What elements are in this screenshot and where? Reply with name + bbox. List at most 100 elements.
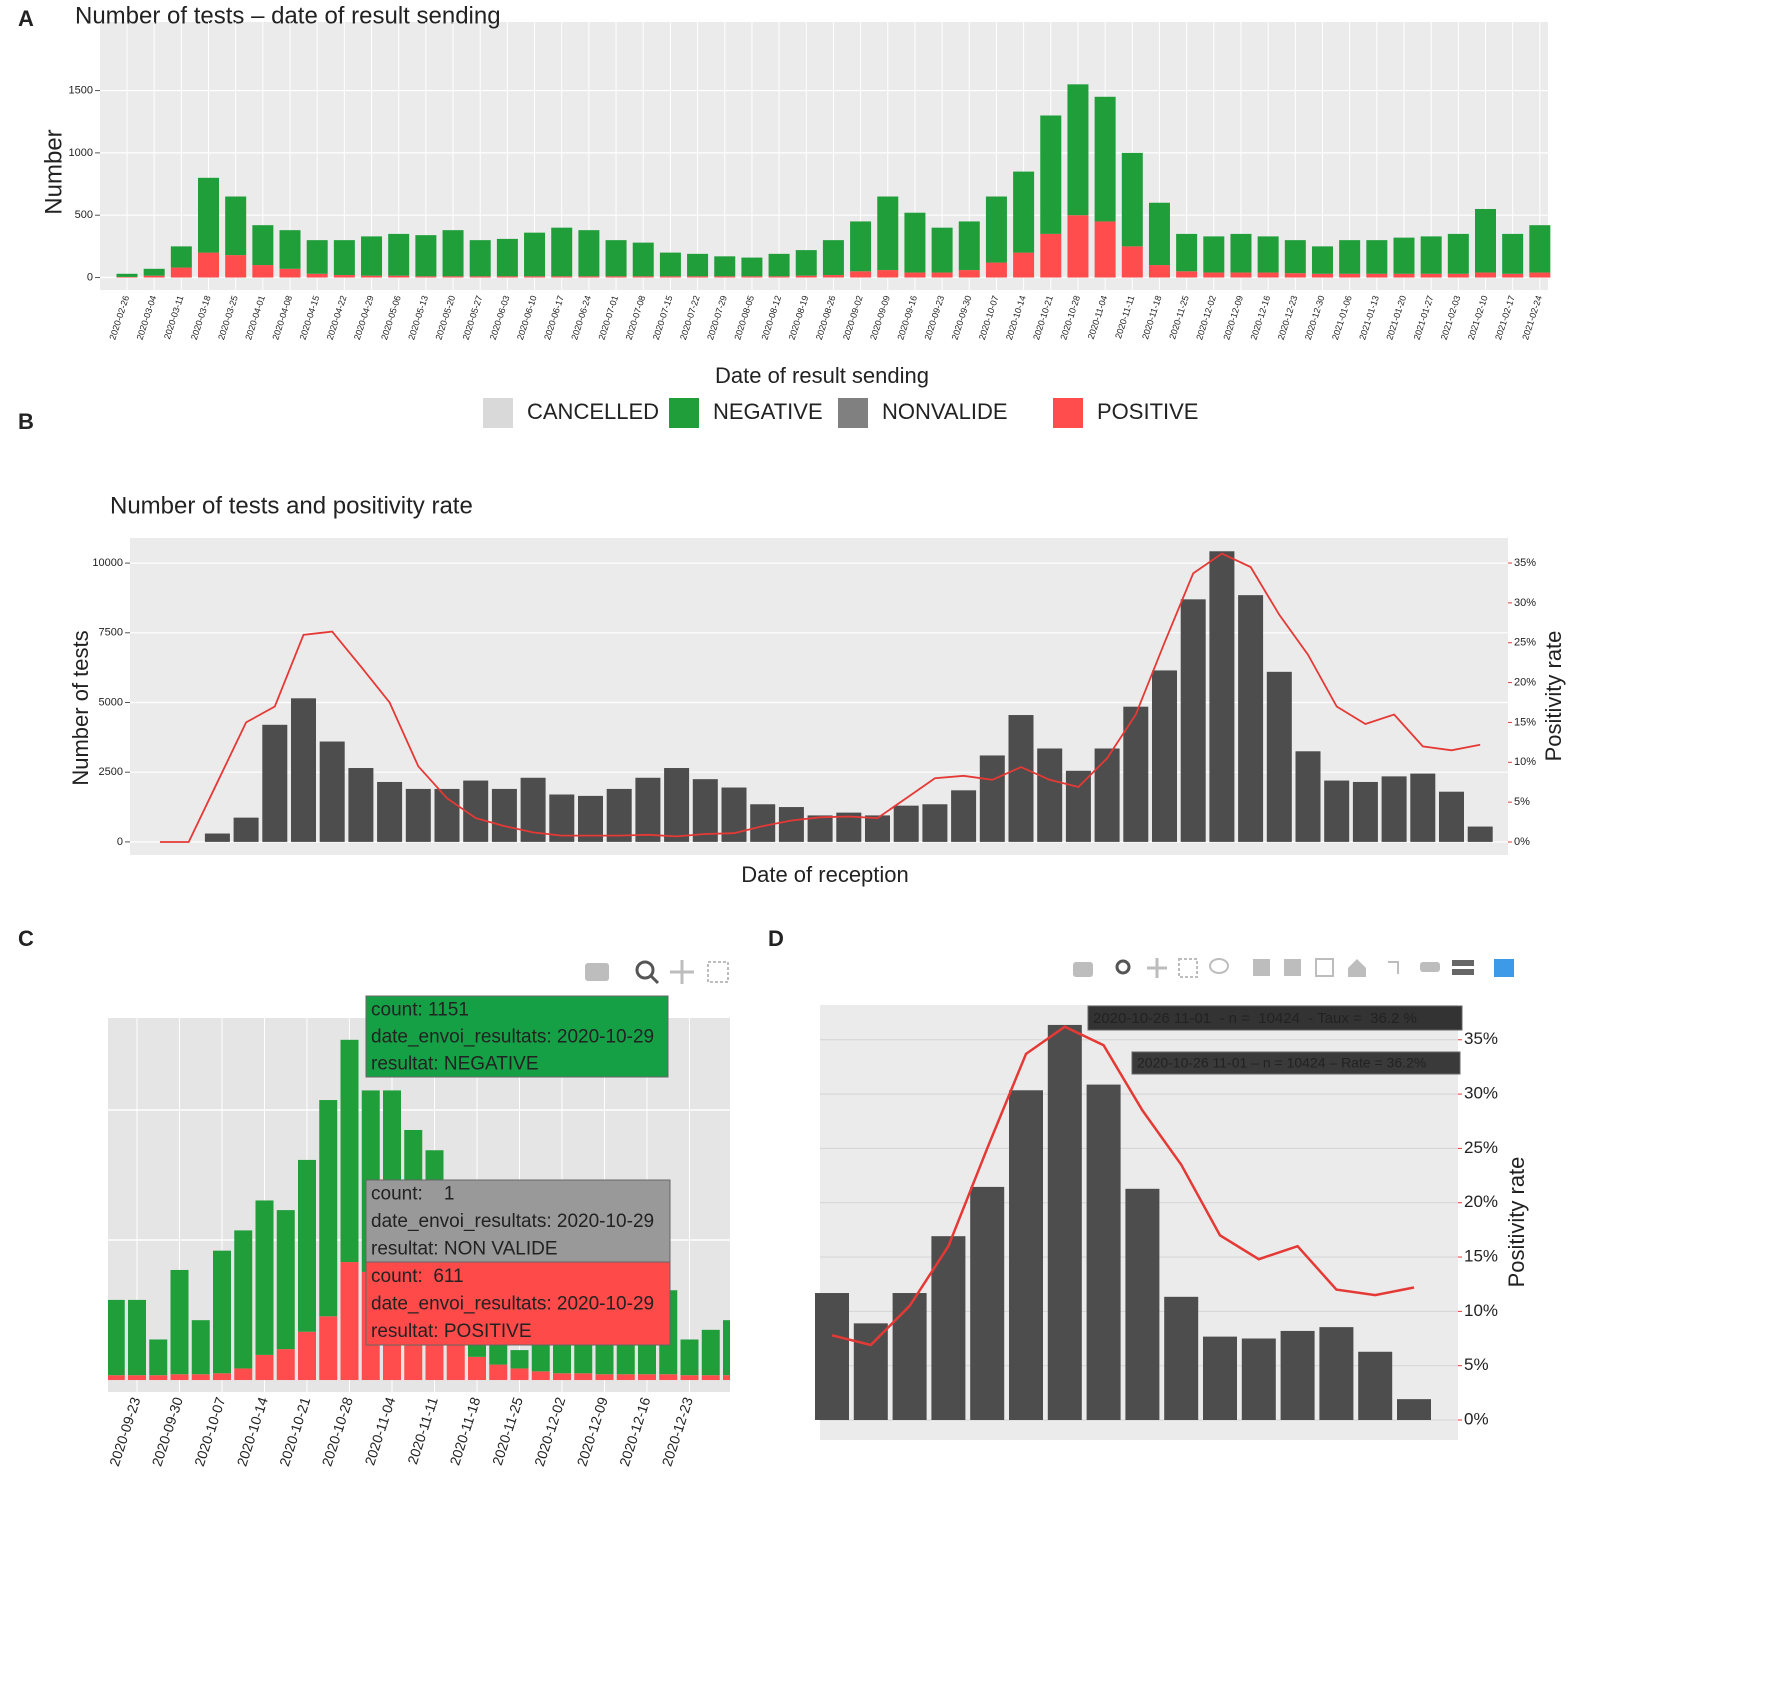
bar-segment	[1094, 96, 1116, 222]
bar-segment	[306, 273, 328, 278]
bar-segment	[904, 272, 926, 278]
camera-icon[interactable]	[585, 963, 609, 981]
x-tick-label: 2021-01-20	[1384, 294, 1408, 341]
hover-compare-icon[interactable]	[1452, 960, 1474, 966]
tooltip-text: count: 1151	[371, 1000, 469, 1021]
y2-tick-label: 25%	[1514, 637, 1536, 649]
bar-segment	[605, 240, 627, 277]
bar-segment	[1447, 273, 1469, 278]
y-tick-label: 5000	[99, 696, 123, 708]
x-tick-label: 2020-07-08	[624, 294, 648, 341]
bar-segment	[551, 227, 573, 277]
bar-segment	[446, 1337, 465, 1381]
bar-segment	[279, 268, 301, 278]
bar-segment	[1013, 252, 1035, 278]
autoscale-icon[interactable]	[1315, 958, 1334, 977]
bar-segment	[415, 276, 437, 278]
select-icon[interactable]	[1178, 958, 1198, 978]
bar-segment	[1230, 233, 1252, 273]
bar	[1180, 599, 1206, 842]
bar-segment	[116, 273, 138, 277]
y2-tick-label: 15%	[1464, 1247, 1498, 1266]
bar-segment	[442, 276, 464, 278]
x-tick-label: 2020-09-09	[868, 294, 892, 341]
bar	[204, 833, 230, 842]
x-tick-label: 2020-12-16	[616, 1395, 653, 1468]
bar-segment	[198, 177, 220, 253]
x-tick-label: 2020-05-20	[433, 294, 457, 341]
bar-segment	[850, 221, 872, 272]
bar-segment	[468, 1356, 486, 1381]
panel-1: B Number of tests and positivity rate Date…	[18, 409, 1566, 887]
panel-2: C 2020-09-23 2020-09-30 2020-10-07 2020-10-1…	[18, 926, 730, 1468]
lasso-icon[interactable]	[1209, 958, 1229, 974]
pan-icon[interactable]	[670, 960, 694, 984]
bar-segment	[388, 275, 410, 278]
bar-segment	[234, 1368, 253, 1381]
bar	[1467, 826, 1493, 842]
x-tick-label: 2020-12-09	[1221, 294, 1245, 341]
zoom-out-icon[interactable]	[1284, 959, 1301, 976]
legend-swatch	[1053, 398, 1083, 428]
bar-segment	[333, 240, 355, 276]
spike-icon[interactable]	[1388, 961, 1399, 974]
bar-segment	[489, 1364, 508, 1381]
bar-segment	[149, 1375, 168, 1381]
y-axis-label: Number	[40, 129, 67, 214]
bar-segment	[931, 272, 953, 278]
bar	[922, 804, 948, 842]
bar	[1123, 706, 1149, 842]
toolbar-c	[585, 960, 729, 985]
legend-swatch	[669, 398, 699, 428]
bar-segment	[1311, 273, 1333, 278]
x-tick-label: 2020-05-06	[379, 294, 403, 341]
bar-segment	[108, 1299, 125, 1376]
plotly-logo[interactable]	[1494, 959, 1514, 977]
bar	[233, 817, 259, 842]
bar-segment	[1502, 233, 1524, 274]
x-tick-label: 2021-01-06	[1330, 294, 1354, 341]
hover-closest-icon[interactable]	[1420, 962, 1440, 972]
zoom-icon[interactable]	[1115, 959, 1131, 975]
y2-tick-label: 30%	[1464, 1084, 1498, 1103]
bar-segment	[170, 1269, 189, 1375]
bar	[1209, 551, 1235, 842]
y2-tick-label: 20%	[1464, 1192, 1498, 1211]
x-tick-label: 2020-12-02	[531, 1395, 568, 1468]
camera-icon[interactable]	[1073, 962, 1093, 977]
legend-swatch	[838, 398, 868, 428]
bar-segment	[170, 246, 192, 268]
bar-segment	[701, 1375, 720, 1381]
x-tick-label: 2020-09-16	[895, 294, 919, 341]
bar-segment	[795, 250, 817, 276]
bar-segment	[1420, 236, 1442, 274]
x-tick-label: 2020-12-23	[1276, 294, 1300, 341]
bar-segment	[578, 230, 600, 277]
bar-segment	[605, 276, 627, 278]
select-icon[interactable]	[707, 961, 729, 983]
y2-tick-label: 5%	[1464, 1355, 1489, 1374]
y2-tick-label: 30%	[1514, 597, 1536, 609]
x-tick-label: 2020-03-04	[135, 294, 159, 341]
y2-tick-label: 10%	[1514, 756, 1536, 768]
x-tick-label: 2020-03-25	[216, 294, 240, 341]
x-tick-label: 2020-11-11	[1113, 294, 1136, 340]
bar-segment	[340, 1039, 359, 1263]
bar-segment	[319, 1316, 338, 1381]
home-icon[interactable]	[1348, 959, 1366, 977]
bar	[377, 781, 403, 842]
x-tick-label: 2020-03-18	[189, 294, 213, 341]
bar	[635, 777, 661, 842]
pan-icon[interactable]	[1147, 958, 1167, 978]
zoom-icon[interactable]	[635, 960, 655, 980]
bar	[778, 807, 804, 842]
zoom-in-icon[interactable]	[1253, 959, 1270, 976]
panel-label: D	[768, 926, 784, 951]
marks	[116, 84, 1551, 278]
y2-axis-label: Positivity rate	[1541, 631, 1566, 762]
bar	[979, 755, 1005, 842]
bar-segment	[1366, 240, 1388, 274]
bar-segment	[298, 1331, 316, 1381]
x-tick-label: 2020-08-19	[787, 294, 811, 341]
bar-segment	[741, 276, 763, 278]
